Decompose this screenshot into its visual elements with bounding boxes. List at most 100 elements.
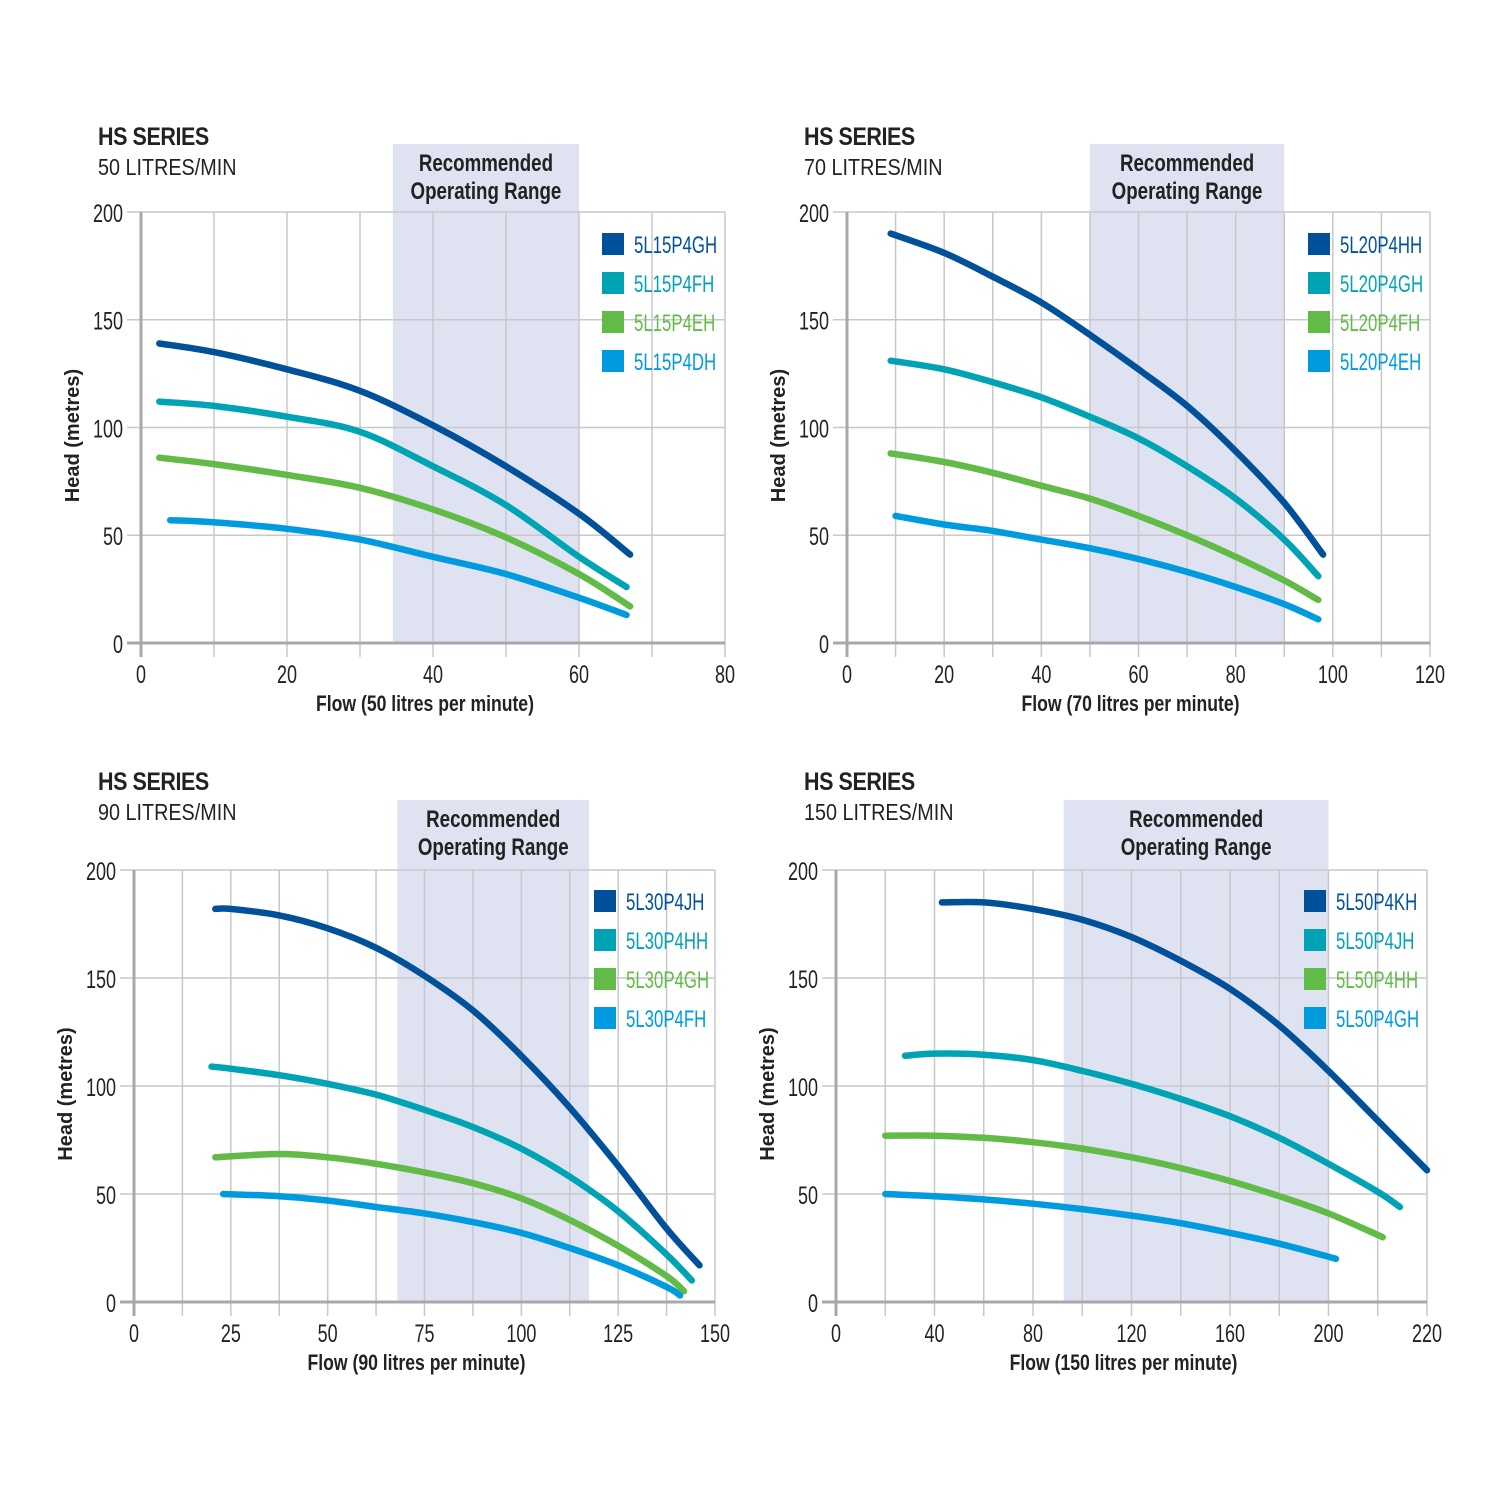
- panel-4-legend-swatch-5l50p4kh: [1304, 890, 1326, 912]
- panel-3-legend-swatch-5l30p4hh: [594, 929, 616, 951]
- panel-4-x-tick-label: 40: [924, 1319, 944, 1348]
- panel-4-legend-label: 5L50P4KH: [1336, 889, 1417, 916]
- panel-1-legend-swatch-5l15p4fh: [602, 272, 624, 294]
- panel-3-y-tick-label: 0: [106, 1289, 116, 1318]
- panel-1-x-tick-label: 60: [569, 660, 589, 689]
- panel-2-legend-label: 5L20P4EH: [1340, 349, 1421, 376]
- panel-2-curve-5l20p4fh: [887, 450, 1322, 604]
- panel-4-y-tick-label: 150: [788, 965, 818, 994]
- panel-3-y-tick-label: 200: [86, 857, 116, 886]
- panel-1-curve-5l15p4gh: [156, 340, 634, 558]
- panel-1-curve-5l15p4dh: [166, 516, 630, 619]
- panel-1-legend-label: 5L15P4EH: [634, 310, 715, 337]
- panel-3-legend-swatch-5l30p4fh: [594, 1007, 616, 1029]
- panel-3-curve-5l30p4gh: [212, 1150, 688, 1295]
- panel-3-x-tick-label: 75: [414, 1319, 434, 1348]
- panel-3-x-tick-label: 50: [318, 1319, 338, 1348]
- panel-4-y-tick-label: 100: [788, 1073, 818, 1102]
- panel-3-band-label-line1: Recommended: [426, 806, 560, 833]
- panel-3-y-axis-title: Head (metres): [55, 1027, 77, 1160]
- panel-1-x-tick-label: 80: [715, 660, 735, 689]
- panel-4-legend-swatch-5l50p4hh: [1304, 968, 1326, 990]
- panel-2-x-tick-label: 40: [1031, 660, 1051, 689]
- panel-3-x-tick-label: 125: [603, 1319, 633, 1348]
- panel-4-y-axis-title: Head (metres): [757, 1027, 779, 1160]
- panel-3-y-tick-label: 50: [96, 1181, 116, 1210]
- panel-1-title: HS SERIES 50 LITRES/MIN: [98, 123, 259, 181]
- panel-4-x-axis-title: Flow (150 litres per minute): [1010, 1351, 1238, 1375]
- panel-4-legend-swatch-5l50p4jh: [1304, 929, 1326, 951]
- panel-1-series-title: HS SERIES: [98, 123, 209, 151]
- panel-4-curve-5l50p4kh: [938, 898, 1431, 1174]
- panel-1-band-label-line2: Operating Range: [411, 178, 562, 205]
- panel-2-x-tick-label: 0: [842, 660, 852, 689]
- panel-1-band-label-line1: Recommended: [419, 150, 553, 177]
- panel-4-legend-label: 5L50P4GH: [1336, 1006, 1419, 1033]
- panel-4-recommended-range-band: [1063, 800, 1329, 1302]
- panel-3-curve-5l30p4fh: [219, 1190, 684, 1299]
- panel-2-band-label-line2: Operating Range: [1112, 178, 1263, 205]
- panel-1-x-axis-title: Flow (50 litres per minute): [316, 692, 534, 716]
- panel-1-y-tick-label: 150: [93, 307, 123, 336]
- panel-2-curve-5l20p4gh: [887, 357, 1322, 580]
- panel-3-curve-5l30p4jh: [212, 905, 703, 1269]
- panel-3-x-tick-label: 100: [506, 1319, 536, 1348]
- panel-3-x-tick-label: 0: [129, 1319, 139, 1348]
- panel-2-legend-label: 5L20P4GH: [1340, 271, 1423, 298]
- panel-4-band-label-line2: Operating Range: [1121, 834, 1272, 861]
- panel-4-x-tick-label: 0: [831, 1319, 841, 1348]
- panel-2-legend-swatch-5l20p4hh: [1308, 233, 1330, 255]
- panel-4-legend-label: 5L50P4HH: [1336, 967, 1418, 994]
- panel-4-y-tick-label: 50: [798, 1181, 818, 1210]
- panel-1-legend-label: 5L15P4FH: [634, 271, 714, 298]
- panel-4-legend-swatch-5l50p4gh: [1304, 1007, 1326, 1029]
- panel-4-y-tick-label: 0: [808, 1289, 818, 1318]
- panel-4-subtitle: 150 LITRES/MIN: [804, 799, 954, 825]
- panel-4-curve-5l50p4gh: [882, 1190, 1340, 1263]
- panel-2-band-label-line1: Recommended: [1120, 150, 1254, 177]
- panel-1-y-tick-label: 100: [93, 415, 123, 444]
- panel-2-y-tick-label: 100: [799, 415, 829, 444]
- panel-1-curve-5l15p4fh: [156, 398, 630, 591]
- panel-3-title: HS SERIES 90 LITRES/MIN: [98, 768, 259, 826]
- panel-3-y-tick-label: 100: [86, 1073, 116, 1102]
- panel-4-y-tick-label: 200: [788, 857, 818, 886]
- panel-1-x-tick-label: 0: [136, 660, 146, 689]
- panel-1-y-tick-label: 200: [93, 199, 123, 228]
- panel-4-band-label-line1: Recommended: [1129, 806, 1263, 833]
- panel-2-x-tick-label: 120: [1415, 660, 1445, 689]
- panel-3-legend-label: 5L30P4JH: [626, 889, 704, 916]
- panel-2-y-tick-label: 150: [799, 307, 829, 336]
- panel-3-x-tick-label: 25: [221, 1319, 241, 1348]
- panel-1-subtitle: 50 LITRES/MIN: [98, 154, 237, 180]
- panel-2-x-axis-title: Flow (70 litres per minute): [1022, 692, 1240, 716]
- panel-4-x-tick-label: 160: [1215, 1319, 1245, 1348]
- panel-3-legend-label: 5L30P4HH: [626, 928, 708, 955]
- panel-1-y-axis-title: Head (metres): [62, 369, 84, 502]
- panel-1-legend-swatch-5l15p4gh: [602, 233, 624, 255]
- panel-4-x-tick-label: 200: [1313, 1319, 1343, 1348]
- panel-2-curve-5l20p4eh: [892, 512, 1322, 623]
- panel-2-x-tick-label: 100: [1318, 660, 1348, 689]
- panel-3-legend-label: 5L30P4FH: [626, 1006, 706, 1033]
- panel-2-legend-swatch-5l20p4eh: [1308, 350, 1330, 372]
- panel-3-band-label-line2: Operating Range: [418, 834, 569, 861]
- panel-1-legend-swatch-5l15p4eh: [602, 311, 624, 333]
- panel-1-x-tick-label: 40: [423, 660, 443, 689]
- panel-3-curve-5l30p4hh: [208, 1063, 696, 1284]
- panel-2-legend-label: 5L20P4FH: [1340, 310, 1420, 337]
- panel-4-title: HS SERIES 150 LITRES/MIN: [804, 768, 978, 826]
- panel-4-curve-5l50p4jh: [901, 1050, 1404, 1211]
- panel-2-x-tick-label: 20: [934, 660, 954, 689]
- panel-2-legend-swatch-5l20p4gh: [1308, 272, 1330, 294]
- panel-1-curve-5l15p4eh: [156, 454, 634, 610]
- panel-2-y-tick-label: 200: [799, 199, 829, 228]
- panel-2-curve-5l20p4hh: [887, 230, 1327, 558]
- panel-3-y-tick-label: 150: [86, 965, 116, 994]
- panel-1-legend-label: 5L15P4DH: [634, 349, 716, 376]
- panel-2-y-axis-title: Head (metres): [768, 369, 790, 502]
- panel-3-series-title: HS SERIES: [98, 768, 209, 796]
- panel-3-legend-swatch-5l30p4jh: [594, 890, 616, 912]
